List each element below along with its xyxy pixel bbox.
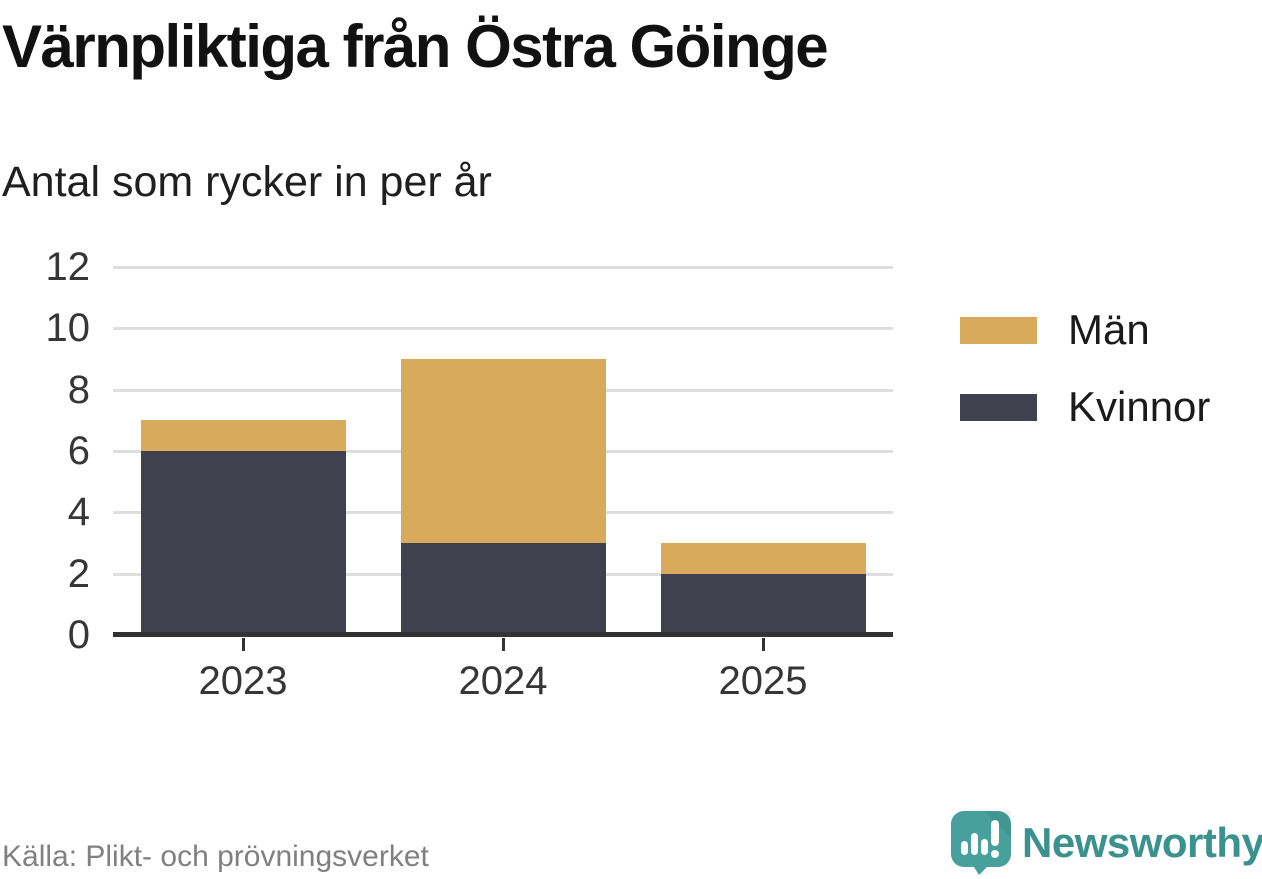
y-axis-label: 12 <box>45 245 91 289</box>
gridline <box>113 266 893 269</box>
bar-segment-kvinnor-2025 <box>660 573 866 635</box>
bar-segment-män-2024 <box>400 359 606 543</box>
chart-title: Värnpliktiga från Östra Göinge <box>2 13 829 80</box>
x-axis-line <box>113 632 893 637</box>
brand-wordmark: Newsworthy <box>1022 819 1262 866</box>
chart-subtitle: Antal som rycker in per år <box>2 158 492 206</box>
bar-segment-män-2023 <box>140 420 346 451</box>
plot-area: 2023 2024 2025 <box>113 266 893 703</box>
bar-segment-män-2025 <box>660 543 866 574</box>
x-axis-label: 2023 <box>198 659 288 703</box>
legend: Män Kvinnor <box>960 306 1210 460</box>
x-axis-label: 2025 <box>718 659 808 703</box>
legend-swatch <box>960 316 1037 344</box>
legend-label: Män <box>1068 306 1150 353</box>
legend-swatch <box>960 393 1037 421</box>
newsworthy-logo-icon <box>951 811 1011 875</box>
bar-segment-kvinnor-2023 <box>140 451 346 635</box>
x-axis-tick <box>241 638 245 651</box>
x-axis-tick <box>761 638 765 651</box>
legend-label: Kvinnor <box>1068 383 1211 430</box>
gridline <box>113 327 893 331</box>
brand-logo: Newsworthy <box>950 810 1262 876</box>
y-axis-label: 2 <box>67 551 90 596</box>
legend-item: Män <box>960 306 1210 354</box>
footer-source: Källa: Plikt- och prövningsverket <box>2 840 429 873</box>
x-axis-tick <box>501 638 505 651</box>
y-axis-label: 10 <box>45 306 91 351</box>
x-axis-label: 2024 <box>458 659 548 703</box>
y-axis: 0 2 4 6 8 10 12 <box>0 247 91 655</box>
y-axis-label: 6 <box>67 429 90 473</box>
bar-segment-kvinnor-2024 <box>400 543 606 635</box>
legend-item: Kvinnor <box>960 383 1210 431</box>
y-axis-label: 8 <box>67 367 90 412</box>
y-axis-label: 0 <box>67 613 90 657</box>
y-axis-label: 4 <box>67 490 90 535</box>
